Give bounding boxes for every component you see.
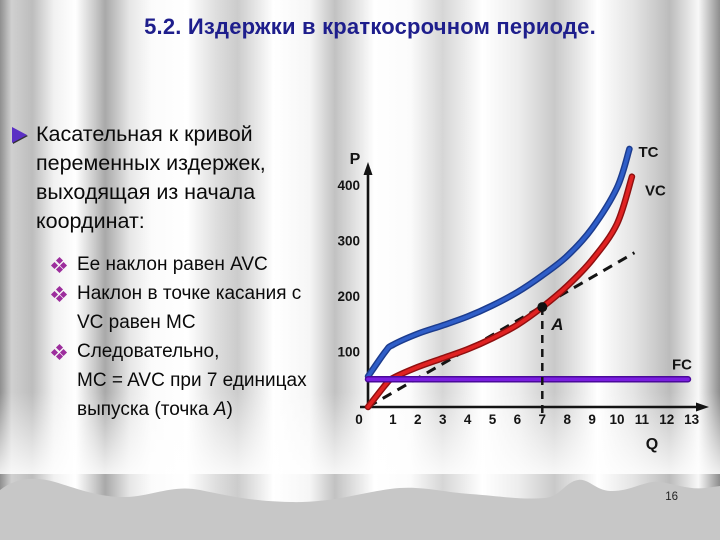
svg-text:Q: Q: [646, 436, 658, 453]
bottom-wave-decoration: [0, 478, 720, 540]
svg-text:7: 7: [539, 412, 547, 427]
svg-text:VC: VC: [645, 183, 666, 200]
svg-text:300: 300: [337, 234, 360, 249]
svg-text:12: 12: [659, 412, 674, 427]
svg-text:2: 2: [414, 412, 422, 427]
svg-text:A: A: [550, 315, 563, 334]
sub-bullet-text: Ее наклон равен AVC: [77, 254, 268, 275]
arrow-bullet-icon: [12, 127, 27, 143]
diamond-bullet-icon: [50, 256, 68, 274]
sub-bullet-text: Наклон в точке касания с VC равен MC: [77, 283, 302, 333]
svg-text:0: 0: [355, 412, 363, 427]
sub-bullet-text: Следовательно, MC = AVC при 7 единицах в…: [77, 341, 307, 420]
svg-text:FC: FC: [672, 356, 692, 373]
diamond-bullet-icon: [50, 343, 68, 361]
svg-text:200: 200: [337, 289, 360, 304]
page-number: 16: [665, 491, 678, 503]
svg-text:4: 4: [464, 412, 472, 427]
page-title: 5.2. Издержки в краткосрочном периоде.: [144, 14, 596, 39]
short-run-costs-chart: P Q 100 200 300 400 0 1 2 3 4 5 6 7 8 9 10 11 12 13 A TC VC FC: [330, 133, 715, 458]
svg-text:1: 1: [389, 412, 397, 427]
svg-text:3: 3: [439, 412, 447, 427]
svg-text:10: 10: [609, 412, 624, 427]
svg-text:8: 8: [563, 412, 571, 427]
svg-text:TC: TC: [638, 144, 658, 161]
bullet-list: Касательная к кривой переменных издержек…: [12, 120, 334, 424]
sub-bullet-list: Ее наклон равен AVC Наклон в точке касан…: [50, 250, 334, 424]
svg-text:100: 100: [337, 345, 360, 360]
list-item: Касательная к кривой переменных издержек…: [12, 120, 334, 236]
list-item: Ее наклон равен AVC: [50, 250, 334, 279]
list-item: Наклон в точке касания с VC равен MC: [50, 279, 334, 337]
svg-text:13: 13: [684, 412, 700, 427]
svg-text:5: 5: [489, 412, 497, 427]
list-item: Следовательно, MC = AVC при 7 единицах в…: [50, 337, 334, 424]
svg-text:P: P: [350, 151, 361, 168]
diamond-bullet-icon: [50, 285, 68, 303]
svg-text:400: 400: [337, 178, 360, 193]
svg-text:9: 9: [588, 412, 596, 427]
svg-text:6: 6: [514, 412, 522, 427]
svg-text:11: 11: [635, 412, 650, 427]
main-bullet-text: Касательная к кривой переменных издержек…: [36, 122, 266, 233]
